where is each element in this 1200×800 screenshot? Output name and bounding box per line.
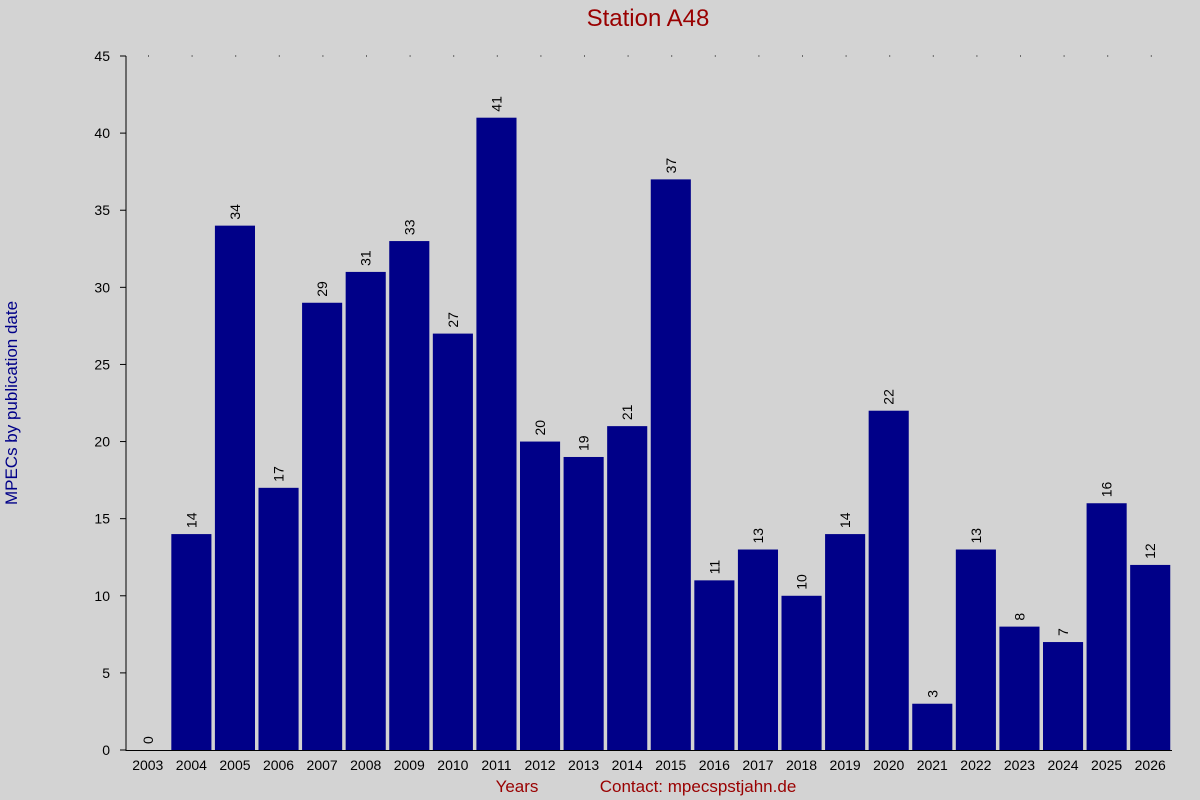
value-label: 22 (881, 389, 897, 405)
bar (1042, 642, 1084, 750)
x-tick-label: 2007 (307, 757, 338, 773)
value-label: 19 (576, 435, 592, 451)
chart-title: Station A48 (587, 5, 710, 32)
x-tick-label: 2015 (655, 757, 686, 773)
bar (432, 333, 473, 750)
x-tick-label: 2017 (742, 757, 773, 773)
bar (214, 225, 256, 751)
x-tick-label: 2008 (350, 757, 381, 773)
value-label: 13 (750, 528, 766, 544)
value-label: 13 (968, 528, 984, 544)
y-tick-label: 45 (94, 48, 110, 64)
x-tick-label: 2006 (263, 757, 294, 773)
x-tick-label: 2023 (1004, 757, 1035, 773)
bar (171, 534, 212, 750)
value-label: 14 (837, 512, 853, 528)
x-tick-label: 2003 (132, 757, 163, 773)
annotation: Contact: mpecspstjahn.de (600, 777, 797, 796)
x-tick-label: 2019 (830, 757, 861, 773)
value-label: 17 (271, 466, 287, 482)
x-tick-label: 2024 (1047, 757, 1078, 773)
x-tick-label: 2011 (481, 757, 511, 773)
value-label: 7 (1055, 628, 1071, 636)
value-label: 21 (619, 404, 635, 420)
value-label: 14 (183, 512, 199, 528)
x-tick-label: 2025 (1091, 757, 1122, 773)
x-tick-label: 2004 (176, 757, 207, 773)
bar (650, 179, 691, 750)
y-tick-label: 15 (94, 511, 110, 527)
bar (912, 703, 953, 750)
x-tick-label: 2005 (219, 757, 250, 773)
y-tick-label: 25 (94, 356, 110, 372)
value-label: 11 (706, 560, 722, 575)
bar (999, 626, 1040, 750)
y-tick-label: 40 (94, 125, 110, 141)
x-tick-label: 2010 (437, 757, 468, 773)
y-tick-label: 5 (102, 665, 110, 681)
bar (1086, 503, 1127, 750)
bar (258, 487, 299, 750)
value-label: 37 (663, 158, 679, 174)
bar (825, 534, 866, 750)
value-label: 29 (314, 281, 330, 297)
x-tick-label: 2013 (568, 757, 599, 773)
x-axis-label: Years (496, 777, 539, 796)
x-tick-label: 2016 (699, 757, 730, 773)
bar (781, 595, 822, 750)
x-tick-label: 2014 (612, 757, 643, 773)
x-tick-label: 2009 (394, 757, 425, 773)
bar (737, 549, 779, 750)
y-tick-label: 0 (102, 742, 110, 758)
x-tick-label: 2012 (524, 757, 555, 773)
bar (345, 271, 386, 750)
value-label: 27 (445, 312, 461, 328)
value-label: 8 (1011, 613, 1027, 621)
y-tick-label: 30 (94, 279, 110, 295)
bar (1130, 564, 1171, 750)
bar (519, 441, 561, 750)
bar (955, 549, 996, 750)
value-label: 31 (358, 250, 374, 266)
value-label: 10 (794, 574, 810, 590)
y-tick-label: 35 (94, 202, 110, 218)
bar (694, 580, 735, 750)
y-tick-label: 20 (94, 434, 110, 450)
value-label: 33 (401, 219, 417, 235)
bar (302, 302, 343, 750)
value-label: 3 (924, 690, 940, 698)
bar (476, 117, 517, 750)
x-tick-label: 2022 (960, 757, 991, 773)
x-tick-label: 2018 (786, 757, 817, 773)
bar (607, 426, 648, 750)
x-tick-label: 2021 (917, 757, 948, 773)
y-axis-label: MPECs by publication date (2, 301, 21, 505)
value-label: 16 (1099, 481, 1115, 497)
value-label: 20 (532, 420, 548, 436)
value-label: 12 (1142, 543, 1158, 559)
bar (389, 241, 430, 751)
value-label: 41 (488, 96, 504, 112)
value-label: 34 (227, 204, 243, 220)
bar (563, 456, 604, 750)
x-tick-label: 2026 (1135, 757, 1166, 773)
bar (868, 410, 909, 750)
y-tick-label: 10 (94, 588, 110, 604)
value-label: 0 (140, 736, 156, 744)
x-tick-label: 2020 (873, 757, 904, 773)
